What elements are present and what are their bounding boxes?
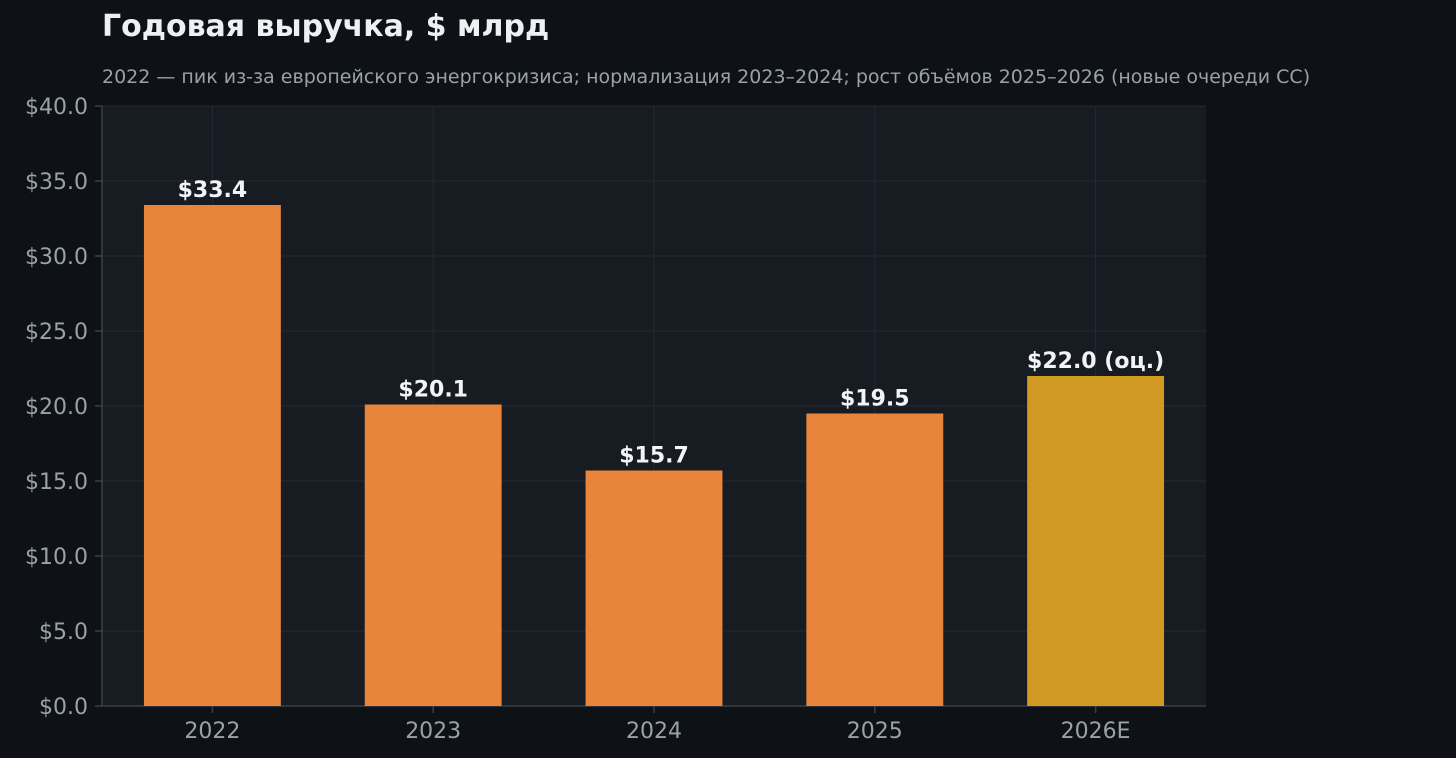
x-tick-label-2022: 2022 — [184, 719, 240, 744]
value-label-2023: $20.1 — [398, 378, 468, 403]
value-label-2026E: $22.0 (оц.) — [1027, 349, 1164, 374]
chart-title: Годовая выручка, $ млрд — [102, 9, 550, 44]
bar-2024 — [585, 470, 723, 706]
y-tick-label: $40.0 — [25, 95, 88, 120]
bar-2023 — [364, 404, 502, 706]
bar-2026E — [1027, 376, 1165, 706]
y-tick-label: $10.0 — [25, 545, 88, 570]
y-tick-label: $20.0 — [25, 395, 88, 420]
x-tick-label-2026E: 2026E — [1061, 719, 1131, 744]
x-tick-label-2023: 2023 — [405, 719, 461, 744]
y-tick-label: $30.0 — [25, 245, 88, 270]
bar-2022 — [143, 205, 281, 706]
bars — [143, 205, 1165, 706]
y-tick-label: $35.0 — [25, 170, 88, 195]
y-tick-label: $0.0 — [39, 695, 88, 720]
value-label-2022: $33.4 — [178, 178, 248, 203]
value-label-2025: $19.5 — [840, 387, 910, 412]
x-tick-label-2024: 2024 — [626, 719, 682, 744]
x-tick-label-2025: 2025 — [847, 719, 903, 744]
y-tick-label: $5.0 — [39, 620, 88, 645]
value-label-2024: $15.7 — [619, 444, 689, 469]
y-tick-label: $15.0 — [25, 470, 88, 495]
y-tick-label: $25.0 — [25, 320, 88, 345]
chart-subtitle: 2022 — пик из-за европейского энергокриз… — [102, 66, 1311, 88]
labels: $0.0 $5.0 $10.0 $15.0 $20.0 $25.0 $30.0 $35.0 $4… — [25, 95, 1164, 744]
bar-2025 — [806, 413, 944, 706]
